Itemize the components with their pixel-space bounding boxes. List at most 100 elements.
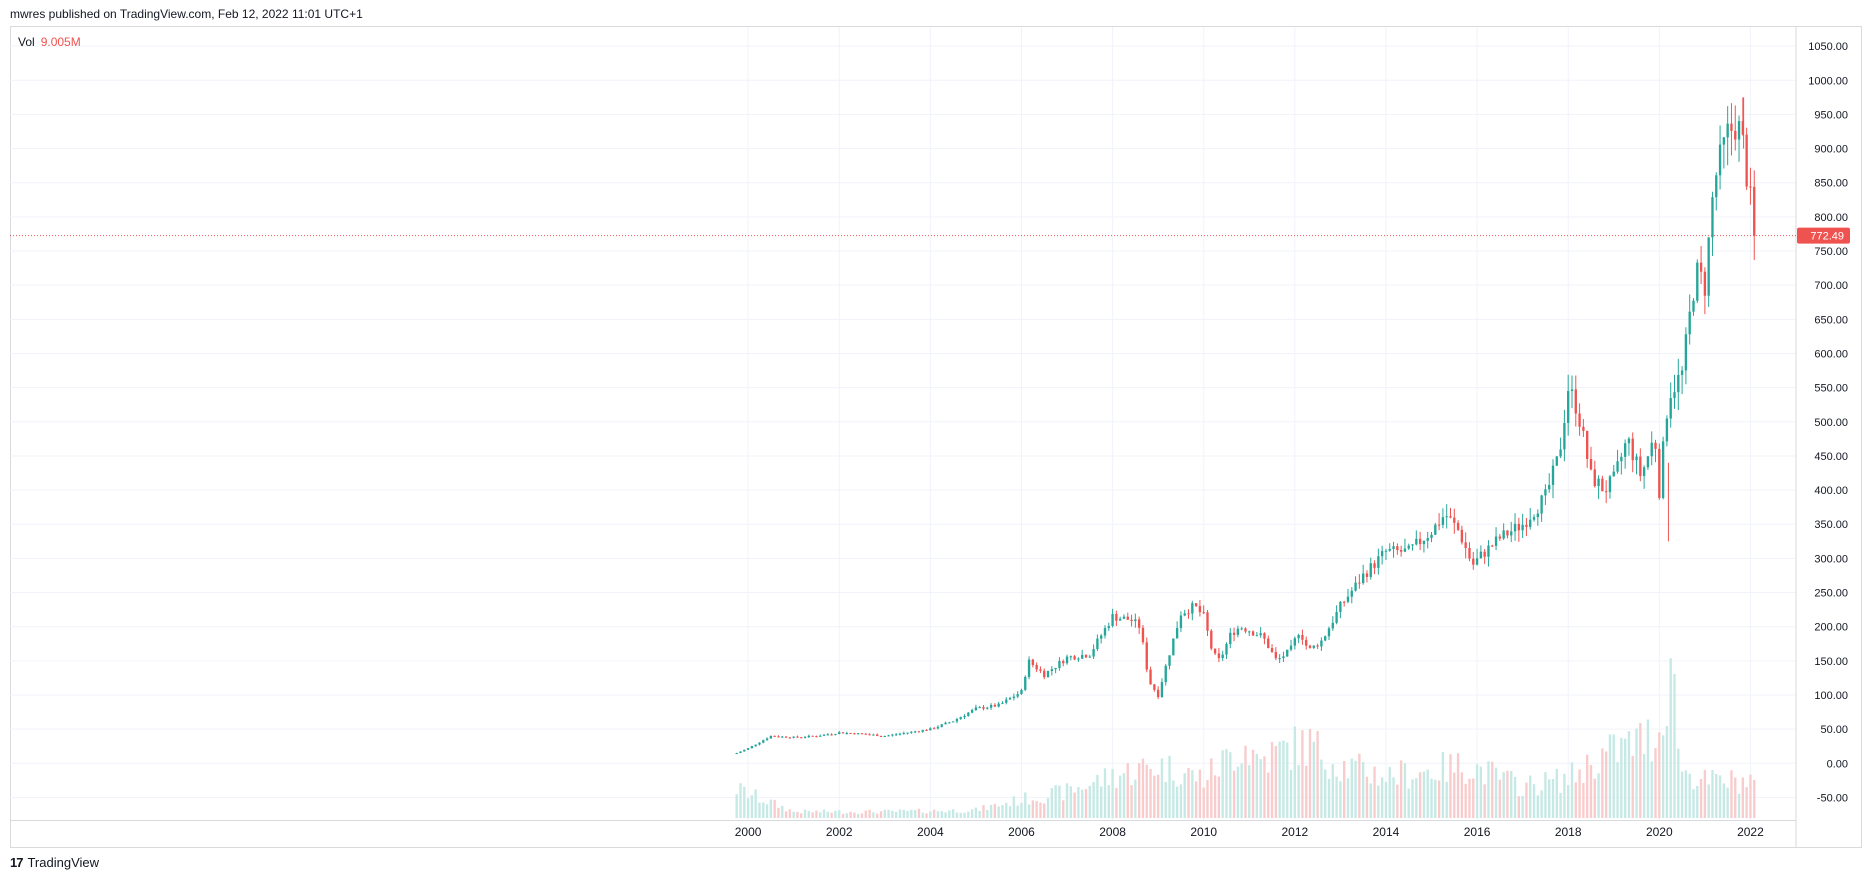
time-tick-label: 2018 <box>1555 825 1582 839</box>
price-tick-label: 900.00 <box>1814 144 1848 156</box>
candle-body <box>1122 616 1126 619</box>
candle-body <box>944 722 947 725</box>
volume-bar <box>826 811 830 818</box>
time-tick-label: 2016 <box>1464 825 1491 839</box>
candle-body <box>1289 645 1293 650</box>
volume-bar <box>1191 770 1194 818</box>
candle-body <box>1100 635 1103 639</box>
volume-bar <box>1134 779 1137 818</box>
volume-bar <box>1722 783 1726 818</box>
volume-bar <box>1696 785 1699 818</box>
volume-bar <box>1453 772 1456 818</box>
volume-bar <box>1320 759 1323 818</box>
time-tick-label: 2008 <box>1099 825 1126 839</box>
volume-bar <box>944 812 947 818</box>
candle-body <box>1536 513 1539 518</box>
candle-body <box>1513 523 1517 532</box>
price-tick-label: 450.00 <box>1814 451 1848 463</box>
volume-bar <box>838 810 841 818</box>
volume-bar <box>1555 768 1558 818</box>
candle-body <box>1168 655 1171 666</box>
candle-body <box>1559 449 1562 457</box>
candle-body <box>1434 524 1437 535</box>
candle-body <box>796 736 799 738</box>
volume-bar <box>1062 800 1065 818</box>
candle-body <box>1156 689 1160 698</box>
candle-body <box>1726 123 1729 138</box>
candle-body <box>1483 551 1486 557</box>
volume-bar <box>1126 763 1129 818</box>
candle-body <box>1111 613 1114 627</box>
volume-bar <box>1430 778 1433 818</box>
volume-bar <box>1210 758 1213 818</box>
volume-bar <box>1422 771 1426 818</box>
candle-body <box>864 733 867 735</box>
candle-body <box>1282 656 1285 659</box>
candle-body <box>1331 622 1334 629</box>
candle-body <box>1286 649 1289 657</box>
candle-body <box>997 703 1000 707</box>
price-tick-label: 1000.00 <box>1808 75 1848 87</box>
volume-bar <box>1688 773 1691 818</box>
candle-body <box>1335 611 1338 623</box>
volume-bar <box>1635 728 1638 818</box>
candle-body <box>1270 648 1274 652</box>
candle-body <box>978 707 981 709</box>
time-tick-label: 2012 <box>1281 825 1308 839</box>
volume-bar <box>1305 765 1308 818</box>
volume-bar <box>754 789 757 818</box>
volume-label: Vol <box>18 35 35 49</box>
candle-body <box>913 731 917 733</box>
volume-bar <box>1703 769 1707 818</box>
price-tick-label: 950.00 <box>1814 109 1848 121</box>
volume-bar <box>1456 753 1460 818</box>
candle-body <box>1415 538 1418 545</box>
volume-bar <box>1198 769 1202 818</box>
time-tick-label: 2020 <box>1646 825 1673 839</box>
volume-bar <box>796 811 799 818</box>
volume-bar <box>1388 767 1391 818</box>
volume-bar <box>1559 792 1562 818</box>
volume-bar <box>1392 777 1395 818</box>
volume-bar <box>1582 783 1585 818</box>
candle-body <box>1593 469 1596 487</box>
volume-bar <box>1403 763 1407 818</box>
candle-body <box>800 737 803 739</box>
candle-body <box>1661 441 1665 498</box>
volume-bar <box>1020 802 1023 818</box>
volume-bar <box>1301 730 1304 818</box>
price-tick-label: 50.00 <box>1820 724 1848 736</box>
candle-body <box>750 746 754 749</box>
volume-bar <box>1160 758 1164 818</box>
chart-frame[interactable] <box>10 26 1862 848</box>
candle-body <box>1046 671 1050 678</box>
candle-body <box>1115 613 1118 621</box>
volume-bar <box>1639 723 1642 818</box>
volume-bar <box>1475 764 1479 818</box>
candle-body <box>974 707 978 710</box>
volume-bar <box>1407 788 1410 818</box>
volume-bar <box>830 812 833 818</box>
candle-body <box>1008 697 1012 700</box>
candle-body <box>1232 632 1236 635</box>
last-price-label: 772.49 <box>1810 231 1844 243</box>
candle-body <box>1388 548 1391 551</box>
volume-bar <box>1631 755 1634 818</box>
volume-bar <box>1730 770 1733 818</box>
candle-body <box>1563 422 1566 450</box>
candle-body <box>1745 134 1748 187</box>
candle-body <box>788 737 792 739</box>
candle-body <box>1718 144 1722 176</box>
candle-body <box>1734 130 1737 140</box>
candle-body <box>1715 175 1718 198</box>
volume-bar <box>822 809 826 818</box>
tradingview-brand[interactable]: 17 TradingView <box>10 855 99 870</box>
volume-bar <box>1502 772 1505 818</box>
volume-bar <box>1726 787 1729 818</box>
volume-bar <box>970 809 974 818</box>
volume-bar <box>792 811 795 818</box>
price-tick-label: 350.00 <box>1814 519 1848 531</box>
volume-bar <box>1745 787 1748 818</box>
candle-body <box>765 738 769 741</box>
